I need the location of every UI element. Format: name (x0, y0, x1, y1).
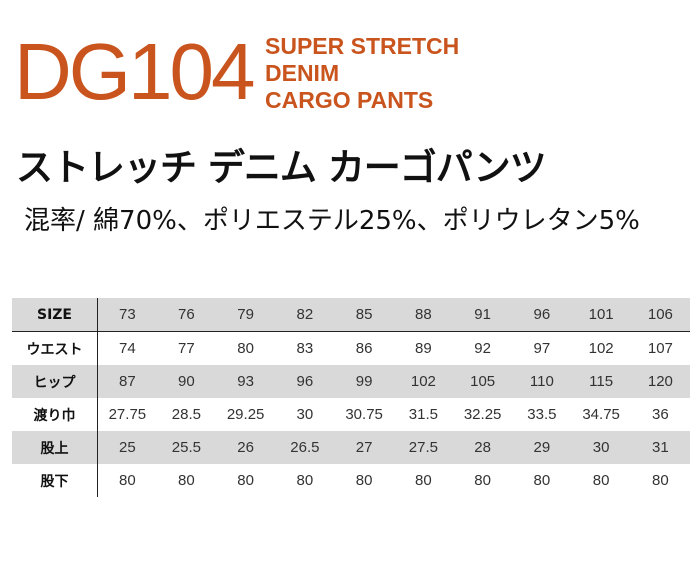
english-product-name: SUPER STRETCH DENIM CARGO PANTS (265, 33, 459, 114)
table-cell: 26 (216, 431, 276, 464)
row-label: ヒップ (12, 365, 98, 398)
table-row: ヒップ 87 90 93 96 99 102 105 110 115 120 (12, 365, 690, 398)
table-cell: 33.5 (527, 406, 557, 423)
row-label: 渡り巾 (12, 398, 98, 431)
table-cell: 106 (630, 298, 690, 332)
size-table: SIZE 73 76 79 82 85 88 91 96 101 106 ウエスト 74 77 80 83 86… (12, 298, 690, 497)
table-row: 股下 80 80 80 80 80 80 80 80 80 80 (12, 464, 690, 497)
table-cell: 92 (474, 340, 491, 357)
table-cell: 36 (652, 406, 669, 423)
table-cell: 80 (474, 472, 491, 489)
table-cell: 80 (355, 472, 373, 489)
english-name-line: CARGO PANTS (265, 87, 434, 113)
table-cell: 80 (119, 472, 136, 489)
table-row: 股上 25 25.5 26 26.5 27 27.5 28 29 30 31 (12, 431, 690, 464)
table-row: 渡り巾 27.75 28.5 29.25 30 30.75 31.5 32.25 33.5 34.… (12, 398, 690, 431)
table-cell: 87 (97, 365, 157, 398)
table-cell: 30 (571, 431, 631, 464)
table-cell: 90 (156, 365, 216, 398)
table-cell: 83 (296, 340, 314, 357)
table-row: ウエスト 74 77 80 83 86 89 92 97 102 107 (12, 331, 690, 365)
table-cell: 102 (393, 365, 453, 398)
table-cell: 25.5 (156, 431, 216, 464)
table-cell: 85 (334, 298, 394, 332)
table-cell: 101 (571, 298, 631, 332)
fabric-composition: 混率/ 綿70%、ポリエステル25%、ポリウレタン5% (24, 206, 640, 236)
table-cell: 91 (453, 298, 513, 332)
table-cell: 28.5 (171, 406, 201, 423)
table-cell: 30 (296, 406, 314, 423)
table-cell: 105 (453, 365, 513, 398)
table-cell: 27 (334, 431, 394, 464)
table-cell: 80 (652, 472, 669, 489)
product-code: DG104 (14, 27, 255, 116)
table-cell: 110 (512, 365, 572, 398)
table-cell: 86 (355, 340, 373, 357)
table-cell: 80 (415, 472, 432, 489)
table-cell: 89 (415, 340, 432, 357)
table-cell: 74 (119, 340, 136, 357)
table-cell: 97 (533, 340, 551, 357)
table-cell: 27.75 (108, 406, 147, 423)
table-cell: 31.5 (408, 406, 438, 423)
table-cell: 32.25 (463, 406, 502, 423)
table-cell: 80 (178, 472, 195, 489)
table-cell: 31 (630, 431, 690, 464)
table-cell: 82 (275, 298, 335, 332)
table-cell: 120 (630, 365, 690, 398)
table-header-row: SIZE 73 76 79 82 85 88 91 96 101 106 (12, 298, 690, 332)
table-cell: 34.75 (582, 406, 620, 423)
table-cell: 80 (237, 472, 254, 489)
table-cell: 26.5 (275, 431, 335, 464)
english-name-line: DENIM (265, 60, 340, 86)
table-cell: 99 (334, 365, 394, 398)
table-cell: 96 (512, 298, 572, 332)
table-cell: 29 (512, 431, 572, 464)
japanese-product-name: ストレッチ デニム カーゴパンツ (16, 146, 547, 189)
table-cell: 80 (533, 472, 551, 489)
table-cell: 88 (393, 298, 453, 332)
table-cell: 30.75 (345, 406, 383, 423)
table-cell: 28 (453, 431, 513, 464)
table-cell: 80 (592, 472, 610, 489)
table-cell: 77 (178, 340, 195, 357)
row-label: SIZE (12, 298, 98, 332)
table-cell: 27.5 (393, 431, 453, 464)
table-cell: 80 (237, 340, 254, 357)
row-label: ウエスト (12, 331, 98, 365)
table-cell: 115 (571, 365, 631, 398)
row-label: 股下 (12, 464, 98, 497)
table-cell: 73 (97, 298, 157, 332)
table-cell: 76 (156, 298, 216, 332)
row-label: 股上 (12, 431, 98, 464)
table-cell: 102 (588, 340, 614, 357)
table-cell: 29.25 (226, 406, 265, 423)
english-name-line: SUPER STRETCH (265, 33, 460, 59)
table-cell: 25 (97, 431, 157, 464)
table-cell: 107 (647, 340, 673, 357)
table-cell: 79 (216, 298, 276, 332)
table-cell: 93 (216, 365, 276, 398)
table-cell: 96 (275, 365, 335, 398)
table-cell: 80 (296, 472, 314, 489)
